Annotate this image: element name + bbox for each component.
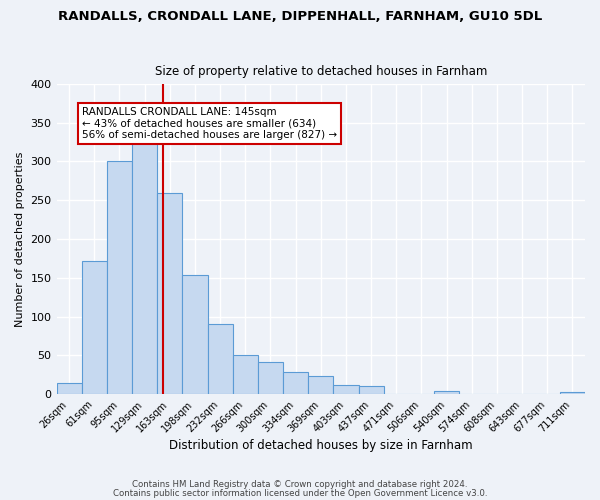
- Bar: [560, 392, 585, 394]
- Bar: [283, 372, 308, 394]
- Text: RANDALLS CRONDALL LANE: 145sqm
← 43% of detached houses are smaller (634)
56% of: RANDALLS CRONDALL LANE: 145sqm ← 43% of …: [82, 107, 337, 140]
- Bar: [334, 385, 359, 394]
- Text: RANDALLS, CRONDALL LANE, DIPPENHALL, FARNHAM, GU10 5DL: RANDALLS, CRONDALL LANE, DIPPENHALL, FAR…: [58, 10, 542, 23]
- Bar: [308, 376, 334, 394]
- Bar: [56, 382, 82, 394]
- Bar: [233, 356, 258, 394]
- Bar: [157, 193, 182, 394]
- Bar: [82, 260, 107, 394]
- Bar: [359, 386, 383, 394]
- Bar: [132, 138, 157, 394]
- Bar: [182, 276, 208, 394]
- Text: Contains public sector information licensed under the Open Government Licence v3: Contains public sector information licen…: [113, 489, 487, 498]
- Bar: [258, 362, 283, 394]
- Bar: [107, 160, 132, 394]
- Text: Contains HM Land Registry data © Crown copyright and database right 2024.: Contains HM Land Registry data © Crown c…: [132, 480, 468, 489]
- X-axis label: Distribution of detached houses by size in Farnham: Distribution of detached houses by size …: [169, 440, 473, 452]
- Title: Size of property relative to detached houses in Farnham: Size of property relative to detached ho…: [155, 66, 487, 78]
- Bar: [208, 324, 233, 394]
- Bar: [434, 391, 459, 394]
- Y-axis label: Number of detached properties: Number of detached properties: [15, 152, 25, 326]
